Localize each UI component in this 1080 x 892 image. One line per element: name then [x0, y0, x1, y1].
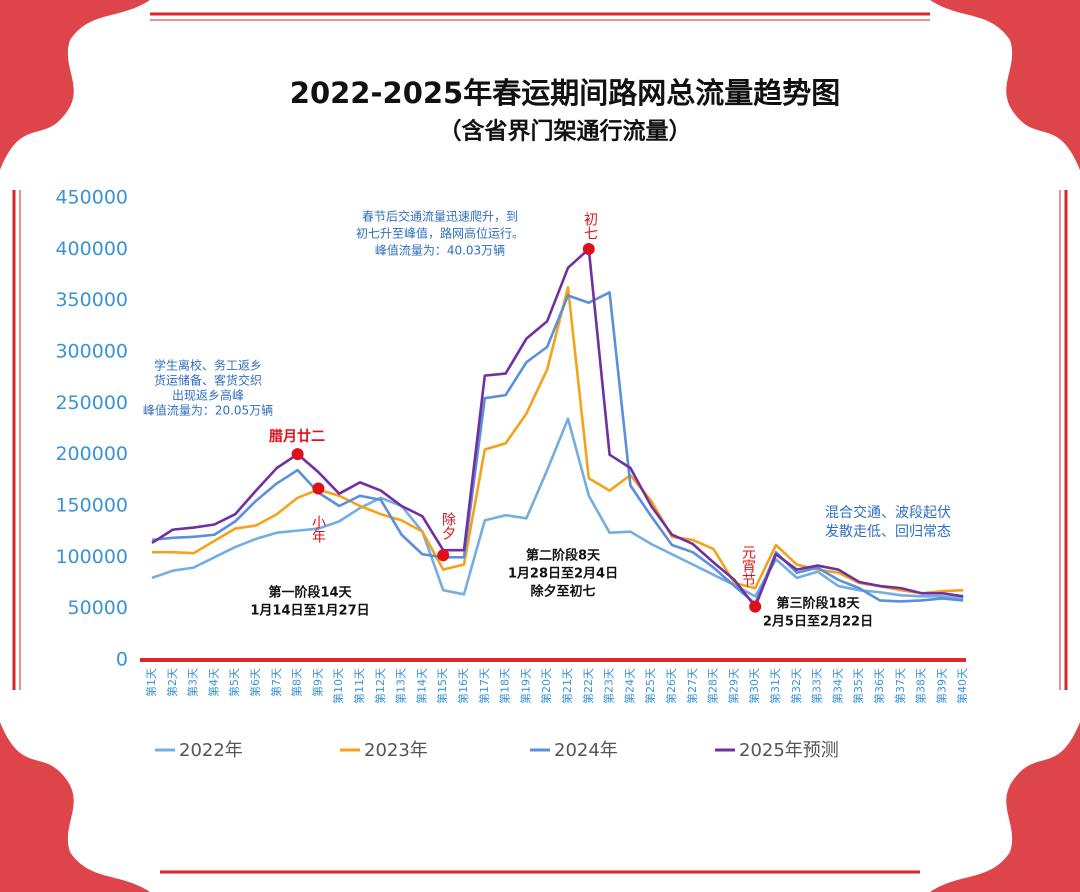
marker-label: 元宵节 [740, 545, 756, 587]
x-tick-label: 第40天 [955, 668, 969, 704]
x-tick-label: 第30天 [747, 668, 761, 704]
marker-label: 小年 [310, 515, 326, 543]
decor-border [12, 12, 1068, 874]
x-tick-label: 第37天 [893, 668, 907, 704]
x-tick-label: 第19天 [518, 668, 532, 704]
annotation: 货运储备、客货交织 [154, 373, 262, 388]
event-marker [291, 448, 304, 461]
marker-label: 腊月廿二 [269, 428, 325, 445]
event-marker [312, 482, 325, 495]
stage-label: 除夕至初七 [530, 584, 595, 600]
x-tick-label: 第5天 [227, 668, 241, 697]
x-tick-label: 第1天 [144, 668, 158, 697]
chart-subtitle: （含省界门架通行流量） [439, 118, 692, 145]
stage-label: 第一阶段14天 [268, 585, 352, 601]
series-line [151, 247, 964, 608]
legend-label: 2023年 [364, 740, 428, 761]
x-tick-label: 第14天 [414, 668, 428, 704]
chart-title: 2022-2025年春运期间路网总流量趋势图 [290, 76, 840, 110]
x-tick-label: 第26天 [664, 668, 678, 704]
x-tick-label: 第22天 [581, 668, 595, 704]
annotation: 发散走低、回归常态 [825, 523, 951, 540]
x-tick-label: 第34天 [830, 668, 844, 704]
annotation: 初七升至峰值，路网高位运行。 [356, 226, 524, 241]
event-marker [582, 243, 595, 256]
x-tick-label: 第11天 [352, 668, 366, 704]
event-marker [749, 600, 762, 613]
x-tick-label: 第32天 [789, 668, 803, 704]
y-tick-label: 350000 [55, 289, 128, 311]
legend-label: 2024年 [554, 740, 618, 761]
x-tick-label: 第20天 [539, 668, 553, 704]
stage-label: 第三阶段18天 [776, 596, 860, 612]
y-tick-label: 250000 [55, 392, 128, 414]
event-marker [437, 549, 450, 562]
y-tick-label: 300000 [55, 341, 128, 363]
x-tick-label: 第36天 [872, 668, 886, 704]
annotation: 出现返乡高峰 [172, 388, 244, 403]
y-tick-label: 150000 [55, 495, 128, 517]
y-tick-label: 200000 [55, 443, 128, 465]
marker-label: 除夕 [440, 512, 456, 540]
x-tick-label: 第10天 [331, 668, 345, 704]
annotation: 学生离校、务工返乡 [154, 358, 262, 373]
x-tick-label: 第8天 [290, 668, 304, 697]
x-tick-label: 第6天 [248, 668, 262, 697]
legend-label: 2025年预测 [739, 740, 839, 761]
y-tick-label: 400000 [55, 238, 128, 260]
legend-label: 2022年 [179, 740, 243, 761]
series-line [151, 417, 964, 600]
x-tick-label: 第31天 [768, 668, 782, 704]
annotation: 混合交通、波段起伏 [825, 504, 951, 521]
x-tick-label: 第18天 [498, 668, 512, 704]
x-tick-label: 第24天 [622, 668, 636, 704]
x-tick-label: 第13天 [394, 668, 408, 704]
x-tick-label: 第27天 [685, 668, 699, 704]
y-tick-label: 100000 [55, 546, 128, 568]
x-tick-label: 第16天 [456, 668, 470, 704]
x-tick-label: 第3天 [186, 668, 200, 697]
annotation: 峰值流量为：20.05万辆 [143, 403, 273, 418]
stage-label: 第二阶段8天 [526, 548, 601, 564]
x-tick-label: 第2天 [165, 668, 179, 697]
x-tick-label: 第23天 [602, 668, 616, 704]
stage-label: 1月28日至2月4日 [508, 567, 618, 582]
stage-label: 2月5日至2月22日 [763, 615, 873, 630]
x-tick-label: 第4天 [206, 668, 220, 697]
x-tick-label: 第9天 [310, 668, 324, 697]
x-tick-label: 第29天 [726, 668, 740, 704]
x-tick-label: 第25天 [643, 668, 657, 704]
x-tick-label: 第7天 [269, 668, 283, 697]
series-line [152, 286, 964, 595]
x-tick-label: 第15天 [435, 668, 449, 704]
x-tick-label: 第35天 [851, 668, 865, 704]
x-tick-label: 第28天 [706, 668, 720, 704]
marker-label: 初七 [582, 211, 598, 240]
y-tick-label: 450000 [55, 187, 128, 209]
x-tick-label: 第21天 [560, 668, 574, 704]
x-tick-label: 第12天 [373, 668, 387, 704]
annotation: 峰值流量为：40.03万辆 [375, 243, 505, 258]
x-tick-label: 第33天 [810, 668, 824, 704]
annotation: 春节后交通流量迅速爬升，到 [362, 209, 518, 224]
x-tick-label: 第17天 [477, 668, 491, 704]
x-tick-label: 第39天 [934, 668, 948, 704]
x-tick-label: 第38天 [914, 668, 928, 704]
y-tick-label: 0 [116, 649, 128, 671]
stage-label: 1月14日至1月27日 [250, 604, 369, 619]
y-tick-label: 50000 [68, 597, 128, 619]
series-line [151, 291, 964, 605]
